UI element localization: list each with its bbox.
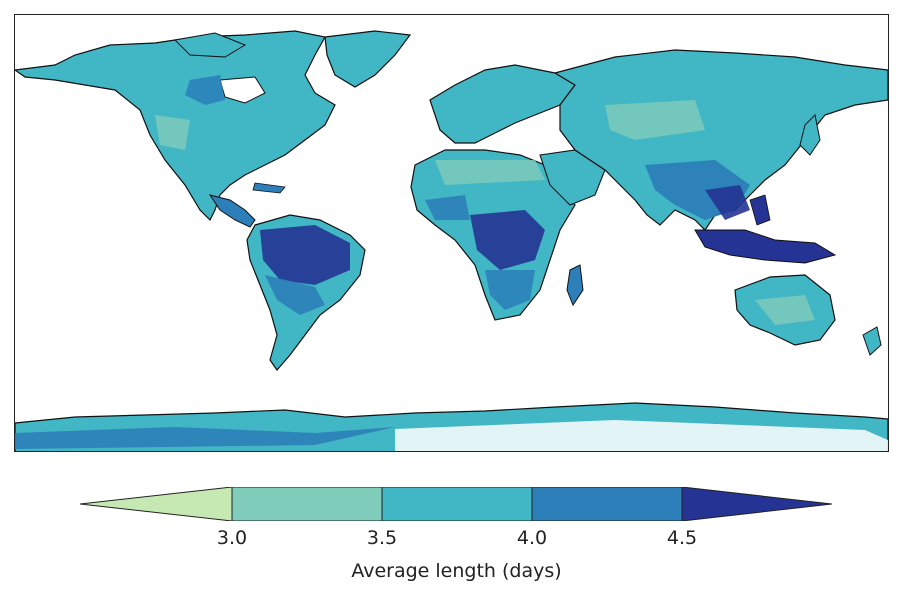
new-zealand	[862, 326, 882, 356]
west-africa-dense	[425, 195, 470, 220]
greenland	[324, 30, 412, 88]
southern-africa	[485, 270, 535, 310]
colorbar-label: Average length (days)	[351, 560, 562, 582]
colorbar-tick: 3.0	[216, 527, 248, 549]
congo-dense	[470, 210, 545, 270]
europe	[429, 64, 576, 144]
colorbar-extend-low	[80, 487, 233, 521]
southeast-asia-darkest	[705, 185, 750, 220]
colorbar-tick: 4.5	[666, 527, 698, 549]
madagascar	[566, 264, 584, 307]
colorbar-bin-4-0	[531, 487, 683, 521]
amazon-dense	[260, 225, 350, 285]
antarctica-white	[395, 420, 888, 451]
arctic-islands	[173, 32, 247, 58]
amazon-ring	[265, 275, 325, 315]
colorbar-tick: 3.5	[366, 527, 398, 549]
antarctica-dense	[15, 427, 395, 449]
colorbar-extend-high	[681, 487, 832, 521]
central-america	[208, 194, 256, 228]
colorbar	[80, 487, 832, 521]
sahara-light	[435, 160, 545, 185]
north-america-dense	[185, 75, 225, 105]
hudson-bay	[219, 76, 266, 104]
colorbar-tick: 4.0	[516, 527, 548, 549]
philippines	[749, 194, 771, 226]
map-canvas	[15, 15, 888, 451]
japan	[799, 113, 821, 156]
asia-light	[605, 100, 705, 140]
colorbar-bin-3-5	[381, 487, 533, 521]
world-map	[14, 14, 889, 452]
australia-light	[755, 295, 815, 325]
caribbean	[252, 182, 286, 194]
colorbar-bin-3-0	[231, 487, 383, 521]
north-america-light	[155, 115, 190, 150]
maritime-continent	[694, 229, 837, 264]
